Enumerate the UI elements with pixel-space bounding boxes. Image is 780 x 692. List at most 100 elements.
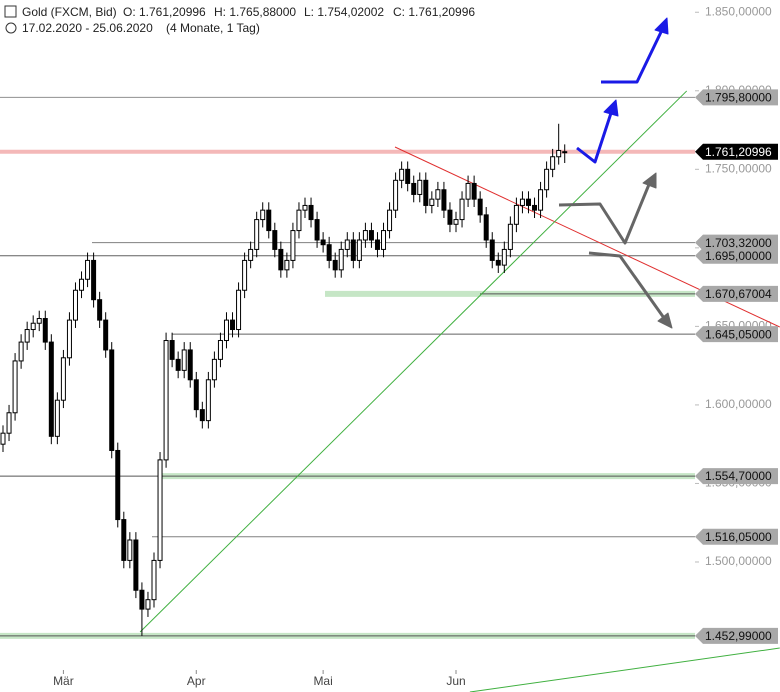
candle-body (320, 239, 326, 246)
scenario-arrows (558, 17, 673, 329)
candle-body (308, 204, 314, 221)
candle-body (103, 319, 109, 351)
level-label: 1.516,05000 (705, 530, 772, 544)
candle-body (127, 539, 133, 561)
x-tick-label: Apr (187, 674, 206, 688)
level-label-box (695, 89, 778, 106)
trend-line (469, 647, 780, 692)
candle-body (332, 259, 338, 271)
arrowhead (657, 312, 673, 329)
candle-body (199, 409, 205, 422)
candle-body (217, 340, 223, 360)
candle-body (326, 244, 332, 261)
candle-body (525, 198, 531, 206)
candle-body (211, 358, 217, 381)
candle-body (254, 219, 260, 250)
level-label-box (695, 143, 778, 160)
candle-body (97, 299, 103, 321)
candle-body (0, 432, 6, 445)
candle-body (193, 379, 199, 411)
candle-body (399, 168, 405, 181)
candle-body (157, 459, 163, 561)
candle-body (205, 379, 211, 422)
candle-body (556, 149, 562, 158)
candle-body (423, 179, 429, 206)
candle-body (121, 519, 127, 561)
candle-body (79, 278, 85, 291)
y-tick-label: 1.500,00000 (705, 554, 772, 568)
ohlc-close: C: 1.761,20996 (393, 5, 475, 19)
candle-body (272, 230, 278, 250)
candle-body (501, 248, 507, 266)
clock-icon (5, 22, 17, 34)
candle-body (266, 209, 272, 232)
candle-body (248, 248, 254, 261)
level-label-box (695, 285, 778, 302)
candle-body (538, 189, 544, 211)
candle-body (302, 204, 308, 211)
candle-body (362, 230, 368, 241)
level-label: 1.554,70000 (705, 469, 772, 483)
candle-body (374, 239, 380, 250)
candle-body (532, 204, 538, 211)
candle-body (30, 322, 36, 331)
level-label: 1.645,05000 (705, 327, 772, 341)
candle-body (296, 209, 302, 232)
ohlc-high: H: 1.765,88000 (214, 5, 296, 19)
candle-body (242, 259, 248, 291)
candle-body (417, 179, 423, 195)
trend-line (139, 90, 688, 633)
symbol-icon (4, 5, 17, 18)
y-tick-label: 1.850,00000 (705, 4, 772, 18)
candle-body (381, 230, 387, 250)
candle-body (60, 357, 66, 401)
candle-body (489, 239, 495, 261)
candle-body (6, 412, 12, 434)
candle-body (477, 198, 483, 216)
level-label: 1.795,80000 (705, 91, 772, 105)
candle-body (181, 349, 187, 371)
candle-body (441, 189, 447, 211)
candle-body (356, 239, 362, 261)
candle-body (278, 248, 284, 271)
candle-body (544, 168, 550, 191)
candle-body (350, 239, 356, 261)
arrowhead (654, 17, 669, 35)
candle-body (507, 223, 513, 250)
candle-body (562, 151, 568, 154)
candle-body (429, 198, 435, 206)
candle-body (453, 219, 459, 225)
candle-body (368, 230, 374, 241)
level-label: 1.695,00000 (705, 249, 772, 263)
title: Gold (FXCM, Bid) (22, 5, 117, 19)
candle-body (344, 239, 350, 250)
y-tick-label: 1.600,00000 (705, 397, 772, 411)
candle-body (393, 179, 399, 211)
candle-body (435, 189, 441, 200)
candle-body (550, 156, 556, 170)
candle-body (145, 599, 151, 610)
candle-body (447, 209, 453, 225)
candle-body (133, 539, 139, 591)
x-tick-label: Jun (446, 674, 465, 688)
arrowhead (603, 99, 619, 117)
plot: 1.850,000001.800,000001.750,000001.700,0… (0, 4, 780, 692)
candle-body (72, 289, 78, 321)
candle-body (115, 449, 121, 521)
candle-body (519, 198, 525, 206)
candle-body (459, 198, 465, 221)
candle-body (91, 259, 97, 301)
candle-body (411, 182, 417, 195)
ohlc-low: L: 1.754,02002 (304, 5, 384, 19)
level-label-box (695, 528, 778, 545)
candle-body (85, 259, 91, 280)
candle-body (139, 589, 145, 610)
candle-body (284, 259, 290, 271)
arrow (558, 181, 652, 245)
level-label: 1.452,99000 (705, 629, 772, 643)
arrow (601, 29, 664, 84)
level-label-box (695, 326, 778, 343)
candle-body (109, 349, 115, 451)
date-range: 17.02.2020 - 25.06.2020 (22, 21, 153, 35)
